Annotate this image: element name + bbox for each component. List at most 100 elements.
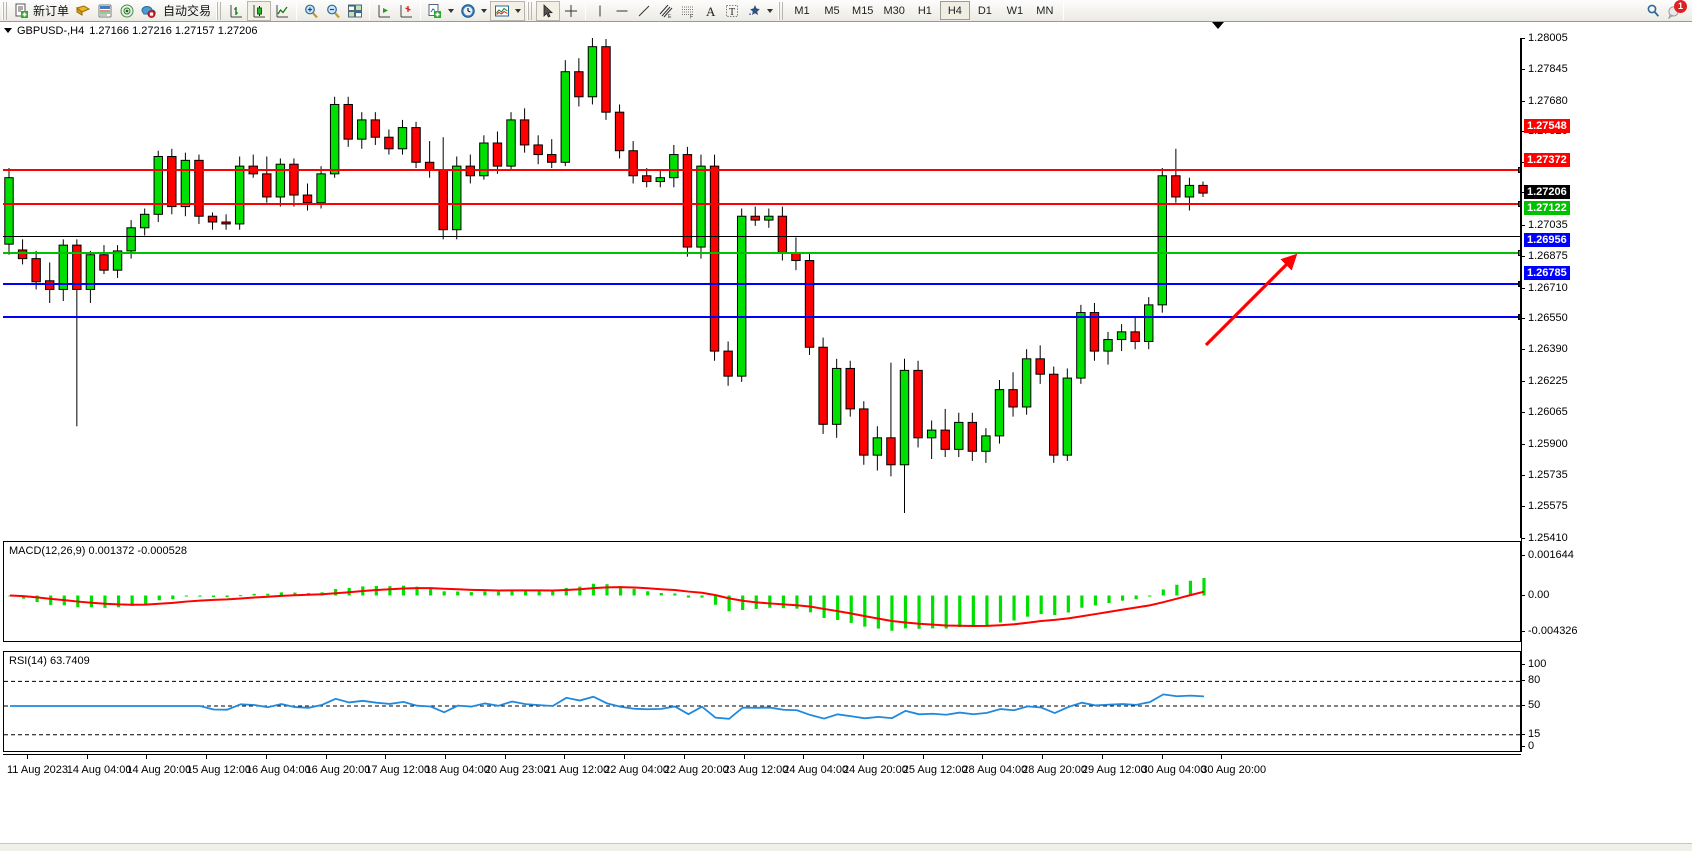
line-handle[interactable] [1518, 167, 1521, 173]
text-label-button[interactable]: T [721, 1, 743, 21]
rsi-series [4, 680, 1520, 736]
time-axis[interactable]: 11 Aug 2023 14 Aug 04:00 14 Aug 20:00 15 Au… [3, 754, 1521, 786]
line-handle[interactable] [1518, 314, 1521, 320]
entry-level-line[interactable] [3, 250, 1521, 256]
toolbar-grip-2[interactable] [216, 1, 224, 20]
timeframe-button-w1[interactable]: W1 [1006, 4, 1024, 17]
bar-chart-button[interactable] [225, 1, 247, 21]
zoom-in-button[interactable] [300, 1, 322, 21]
indicators-button[interactable] [490, 0, 526, 21]
candlestick-chart-button[interactable] [247, 0, 272, 21]
chart-shift-button[interactable] [373, 1, 395, 21]
axis-tick [1521, 411, 1525, 413]
crosshair-button[interactable] [560, 1, 582, 21]
axis-tick [1521, 705, 1525, 706]
cursor-button[interactable] [536, 0, 561, 21]
terminal-button[interactable] [138, 1, 160, 21]
search-button[interactable] [1642, 1, 1664, 21]
price-axis[interactable]: 1.280051.278451.276801.275201.273601.272… [1521, 32, 1692, 830]
new-chart-dropdown-caret[interactable] [448, 8, 455, 13]
auto-scroll-button[interactable] [395, 1, 417, 21]
shapes-icon [746, 3, 762, 19]
vertical-line-button[interactable] [589, 1, 611, 21]
price-axis-label: 1.26065 [1528, 405, 1568, 418]
profiles-button[interactable] [72, 1, 94, 21]
support-line-1[interactable] [3, 281, 1521, 287]
axis-tick [1521, 555, 1525, 556]
period-dropdown-caret[interactable] [481, 8, 488, 13]
zoom-out-button[interactable] [322, 1, 344, 21]
trendline-button[interactable] [633, 1, 655, 21]
axis-tick [1521, 191, 1525, 193]
timeframe-button-m5[interactable]: M5 [824, 4, 840, 17]
axis-tick [1521, 255, 1525, 257]
axis-tick [1521, 131, 1525, 133]
tile-windows-button[interactable] [344, 1, 366, 21]
line-handle[interactable] [1518, 250, 1521, 256]
toolbar-grip[interactable] [2, 1, 9, 20]
timeframe-button-h4[interactable]: H4 [939, 1, 970, 20]
price-pane[interactable] [3, 38, 1521, 538]
horizontal-line-button[interactable] [611, 1, 633, 21]
support-line-2[interactable] [3, 314, 1521, 320]
new-chart-button[interactable] [424, 1, 457, 21]
price-axis-label: 1.28005 [1528, 32, 1568, 44]
toolbar-grip-4[interactable] [778, 1, 786, 20]
shapes-dropdown-caret[interactable] [767, 8, 774, 13]
line-handle[interactable] [1518, 281, 1521, 287]
toolbar-grip-3[interactable] [527, 1, 535, 20]
rsi-pane[interactable]: RSI(14) 63.7409 [3, 651, 1521, 752]
chart-menu-caret-icon[interactable] [4, 28, 12, 33]
axis-tick [1521, 224, 1525, 226]
market-watch-button[interactable] [94, 1, 116, 21]
timeframe-button-mn[interactable]: MN [1036, 4, 1054, 17]
price-tag-resistance-1[interactable]: 1.27548 [1524, 119, 1570, 134]
price-tag-support-2[interactable]: 1.26785 [1524, 266, 1570, 281]
time-axis-label: 24 Aug 04:00 [783, 764, 849, 776]
axis-tick [1521, 594, 1525, 596]
main-toolbar: 新订单 [0, 0, 1692, 22]
chart-area[interactable]: MACD(12,26,9) 0.001372 -0.000528 RSI(14)… [0, 32, 1692, 830]
timeframe-button-m15[interactable]: M15 [852, 4, 874, 17]
timeframe-button-m30[interactable]: M30 [883, 4, 905, 17]
resistance-line-1[interactable] [3, 167, 1521, 173]
time-axis-label: 14 Aug 20:00 [126, 764, 192, 776]
price-tag-resistance-2[interactable]: 1.27372 [1524, 152, 1570, 167]
rsi-axis-label: 50 [1528, 699, 1541, 711]
vertical-line-icon [592, 3, 608, 19]
text-button[interactable]: A [699, 1, 721, 21]
rsi-axis-label: 80 [1528, 674, 1541, 687]
chart-scroll-marker-icon[interactable] [1212, 22, 1224, 29]
line-chart-button[interactable] [271, 1, 293, 21]
navigator-button[interactable] [116, 1, 138, 21]
price-tag-current[interactable]: 1.27206 [1524, 184, 1570, 199]
indicators-icon [494, 3, 510, 19]
resistance-line-2[interactable] [3, 201, 1521, 207]
time-axis-label: 17 Aug 12:00 [365, 764, 431, 776]
shapes-button[interactable] [743, 1, 776, 21]
timeframe-button-h1[interactable]: H1 [917, 4, 932, 17]
time-tick [206, 755, 208, 759]
time-tick [624, 755, 626, 759]
indicators-dropdown-caret[interactable] [515, 8, 522, 13]
autotrading-button[interactable]: 自动交易 [160, 1, 214, 21]
new-order-button[interactable]: 新订单 [11, 1, 72, 21]
period-button[interactable] [457, 1, 490, 21]
line-handle[interactable] [1518, 201, 1521, 207]
price-tag-support-1[interactable]: 1.26956 [1524, 233, 1570, 248]
timeframe-button-d1[interactable]: D1 [977, 4, 992, 17]
axis-tick [1521, 538, 1525, 539]
price-tag-entry[interactable]: 1.27122 [1524, 201, 1570, 216]
notification-button[interactable]: 1 [1664, 0, 1687, 21]
macd-pane[interactable]: MACD(12,26,9) 0.001372 -0.000528 [3, 541, 1521, 642]
time-tick [504, 755, 506, 759]
equidistant-channel-button[interactable]: E [655, 1, 677, 21]
status-bar [0, 843, 1692, 851]
navigator-icon [119, 3, 135, 19]
rsi-axis-label: 0 [1528, 740, 1535, 752]
axis-tick [1521, 100, 1525, 102]
timeframe-button-m1[interactable]: M1 [794, 4, 810, 17]
time-axis-label: 18 Aug 04:00 [425, 764, 490, 776]
fibonacci-button[interactable]: F [677, 1, 699, 21]
